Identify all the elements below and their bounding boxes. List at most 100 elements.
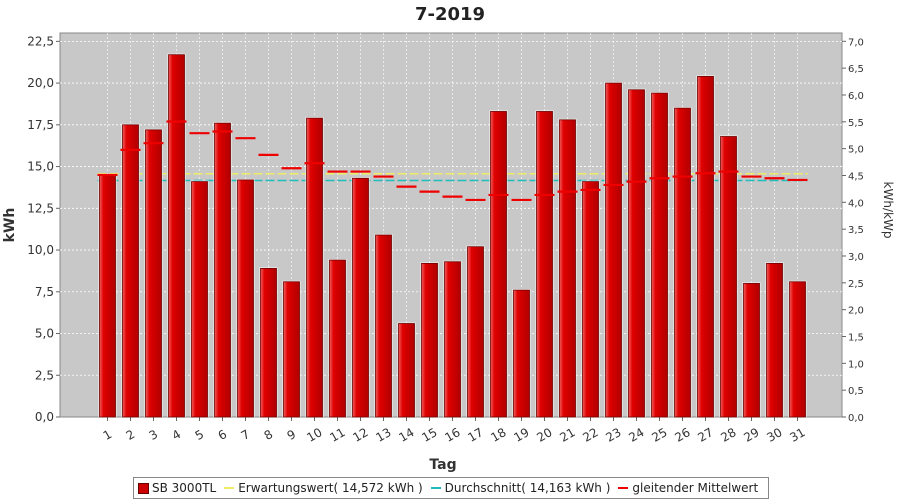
bar	[260, 268, 277, 418]
bar	[398, 323, 415, 418]
legend-label: Erwartungswert( 14,572 kWh )	[238, 481, 423, 495]
x-tick-label: 12	[350, 425, 370, 445]
bar	[582, 181, 599, 418]
x-tick-label: 3	[147, 427, 161, 443]
x-tick-label: 10	[304, 425, 324, 445]
legend-label: Durchschnitt( 14,163 kWh )	[444, 481, 611, 495]
bar	[789, 281, 806, 418]
x-tick-label: 22	[580, 425, 600, 445]
y2-tick-label: 4,0	[848, 198, 864, 209]
legend-label: gleitender Mittelwert	[632, 481, 759, 495]
y2-tick-label: 3,0	[848, 252, 864, 263]
legend-item: Durchschnitt( 14,163 kWh )	[430, 481, 611, 495]
bar	[329, 259, 346, 418]
legend-item: gleitender Mittelwert	[618, 481, 758, 495]
bar	[743, 283, 760, 418]
legend-item: SB 3000TL	[138, 481, 216, 495]
legend-swatch	[618, 487, 629, 489]
bar	[651, 92, 668, 418]
x-tick-label: 4	[170, 427, 184, 443]
y-tick-label: 2,5	[35, 368, 54, 382]
x-tick-label: 26	[672, 425, 692, 445]
bar	[375, 234, 392, 418]
y-tick-label: 10,0	[27, 243, 54, 257]
y2-tick-label: 3,5	[848, 225, 864, 236]
legend: SB 3000TL Erwartungswert( 14,572 kWh ) Dur…	[133, 477, 769, 499]
x-tick-label: 16	[442, 425, 462, 445]
x-tick-label: 31	[787, 425, 807, 445]
legend-swatch	[430, 487, 441, 489]
bar	[720, 136, 737, 418]
x-tick-label: 14	[396, 425, 416, 445]
bar	[237, 179, 254, 418]
y-tick-label: 7,5	[35, 285, 54, 299]
y2-tick-label: 4,5	[848, 171, 864, 182]
bar	[168, 54, 185, 418]
y-axis-label: kWh	[2, 208, 18, 243]
y-tick-label: 17,5	[27, 118, 54, 132]
bar	[145, 129, 162, 418]
bar	[628, 89, 645, 418]
bar	[766, 262, 783, 418]
x-tick-label: 24	[626, 425, 646, 445]
y2-tick-label: 5,5	[848, 118, 864, 129]
chart-title: 7-2019	[414, 4, 486, 25]
x-tick-label: 15	[419, 425, 439, 445]
x-tick-label: 8	[262, 427, 276, 443]
bar	[122, 124, 139, 418]
bar	[674, 107, 691, 418]
y-tick-label: 22,5	[27, 34, 54, 48]
x-tick-label: 19	[511, 425, 531, 445]
x-tick-label: 2	[124, 427, 138, 443]
y2-tick-label: 1,5	[848, 332, 864, 343]
legend-item: Erwartungswert( 14,572 kWh )	[224, 481, 423, 495]
y-tick-label: 15,0	[27, 160, 54, 174]
bar	[467, 246, 484, 418]
x-tick-label: 17	[465, 425, 485, 445]
x-tick-label: 25	[649, 425, 669, 445]
x-tick-label: 9	[285, 427, 299, 443]
x-tick-label: 5	[193, 427, 207, 443]
x-axis-label: Tag	[429, 457, 456, 473]
x-tick-label: 6	[216, 427, 230, 443]
y2-tick-label: 7,0	[848, 37, 864, 48]
x-tick-label: 29	[741, 425, 761, 445]
bar	[490, 111, 507, 418]
bar	[283, 281, 300, 418]
y-tick-label: 0,0	[35, 410, 54, 424]
x-tick-label: 28	[718, 425, 738, 445]
y2-tick-label: 6,5	[848, 64, 864, 75]
bar	[352, 177, 369, 418]
y-tick-label: 5,0	[35, 327, 54, 341]
y2-tick-label: 5,0	[848, 145, 864, 156]
legend-label: SB 3000TL	[152, 481, 217, 495]
x-tick-label: 1	[101, 427, 115, 443]
x-tick-label: 13	[373, 425, 393, 445]
x-tick-label: 30	[764, 425, 784, 445]
bar	[214, 122, 231, 418]
legend-swatch	[224, 487, 235, 489]
legend-swatch	[138, 482, 149, 494]
bar	[605, 82, 622, 418]
x-tick-label: 18	[488, 425, 508, 445]
y2-tick-label: 0,0	[848, 413, 864, 424]
bar	[421, 262, 438, 418]
x-tick-label: 11	[327, 425, 347, 445]
y-tick-label: 12,5	[27, 201, 54, 215]
bar	[444, 261, 461, 418]
y-tick-label: 20,0	[27, 76, 54, 90]
bar	[513, 289, 530, 418]
y2-tick-label: 2,5	[848, 279, 864, 290]
y2-tick-label: 2,0	[848, 306, 864, 317]
bar	[536, 111, 553, 418]
bar	[306, 117, 323, 418]
y2-axis-label: kWh/kWp	[881, 182, 895, 239]
bar	[99, 174, 116, 418]
x-tick-label: 23	[603, 425, 623, 445]
bar	[191, 181, 208, 418]
x-tick-label: 27	[695, 425, 715, 445]
x-tick-label: 20	[534, 425, 554, 445]
x-tick-label: 7	[239, 427, 253, 443]
y2-tick-label: 1,0	[848, 359, 864, 370]
